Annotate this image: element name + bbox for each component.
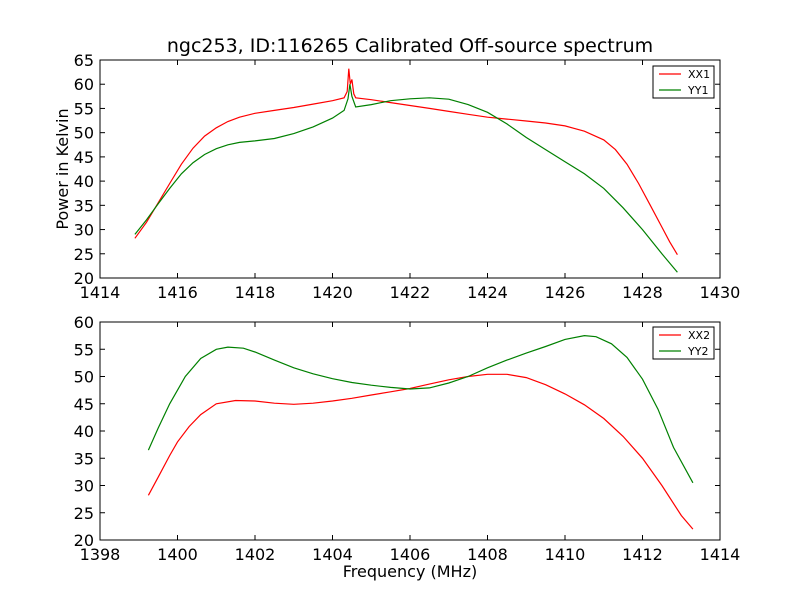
x-tick-label: 1414 — [700, 545, 741, 564]
x-tick-label: 1416 — [157, 283, 198, 302]
legend-label-xx1: XX1 — [688, 68, 710, 81]
y-tick-label: 65 — [74, 51, 94, 70]
y-tick-label: 60 — [74, 75, 94, 94]
y-tick-label: 35 — [74, 196, 94, 215]
legend: XX1 YY1 — [652, 65, 715, 99]
y-tick-label: 40 — [74, 422, 94, 441]
ticks-layer: 1398 1400 1402 1404 1406 1408 1410 1412 1414 20 25… — [74, 313, 741, 564]
x-tick-label: 1418 — [235, 283, 276, 302]
y-tick-label: 30 — [74, 477, 94, 496]
y-tick-label: 40 — [74, 172, 94, 191]
series-layer — [147, 334, 694, 530]
plot-frame — [99, 59, 721, 279]
chart-title: ngc253, ID:116265 Calibrated Off-source … — [167, 35, 653, 57]
x-tick-label: 1420 — [312, 283, 353, 302]
x-tick-label: 1414 — [80, 283, 121, 302]
series-line-yy1 — [134, 84, 678, 273]
top-panel: ngc253, ID:116265 Calibrated Off-source … — [53, 35, 740, 302]
x-tick-label: 1426 — [545, 283, 586, 302]
y-tick-label: 35 — [74, 449, 94, 468]
y-tick-label: 45 — [74, 395, 94, 414]
x-tick-label: 1404 — [312, 545, 353, 564]
series-line-yy2 — [147, 334, 694, 484]
y-tick-label: 20 — [74, 269, 94, 288]
legend-box — [652, 65, 715, 99]
x-axis-label: Frequency (MHz) — [343, 562, 477, 581]
bottom-panel: Frequency (MHz) 1398 1400 1402 1404 1406 1408… — [74, 313, 741, 581]
x-tick-label: 1408 — [467, 545, 508, 564]
plot-frame — [99, 321, 721, 541]
x-tick-label: 1410 — [545, 545, 586, 564]
legend-label-xx2: XX2 — [688, 329, 710, 342]
legend: XX2 YY2 — [652, 326, 715, 360]
x-tick-label: 1428 — [622, 283, 663, 302]
x-tick-label: 1422 — [390, 283, 431, 302]
series-layer — [134, 68, 678, 273]
y-tick-label: 25 — [74, 504, 94, 523]
y-axis-label: Power in Kelvin — [53, 108, 72, 229]
x-tick-label: 1430 — [700, 283, 741, 302]
legend-box — [652, 326, 715, 360]
y-tick-label: 60 — [74, 313, 94, 332]
legend-label-yy1: YY1 — [687, 84, 708, 97]
y-tick-label: 30 — [74, 221, 94, 240]
legend-label-yy2: YY2 — [687, 345, 708, 358]
y-tick-label: 50 — [74, 368, 94, 387]
y-tick-label: 55 — [74, 99, 94, 118]
y-tick-label: 25 — [74, 245, 94, 264]
x-tick-label: 1412 — [622, 545, 663, 564]
y-tick-label: 45 — [74, 148, 94, 167]
series-line-xx2 — [147, 373, 694, 530]
ticks-layer: 1414 1416 1418 1420 1422 1424 1426 1428 1430 20 25… — [74, 51, 741, 302]
series-line-xx1 — [134, 68, 678, 256]
x-tick-label: 1402 — [235, 545, 276, 564]
x-tick-label: 1424 — [467, 283, 508, 302]
x-tick-label: 1398 — [80, 545, 121, 564]
x-tick-label: 1400 — [157, 545, 198, 564]
x-tick-label: 1406 — [390, 545, 431, 564]
y-tick-label: 20 — [74, 531, 94, 550]
y-tick-label: 55 — [74, 340, 94, 359]
y-tick-label: 50 — [74, 124, 94, 143]
